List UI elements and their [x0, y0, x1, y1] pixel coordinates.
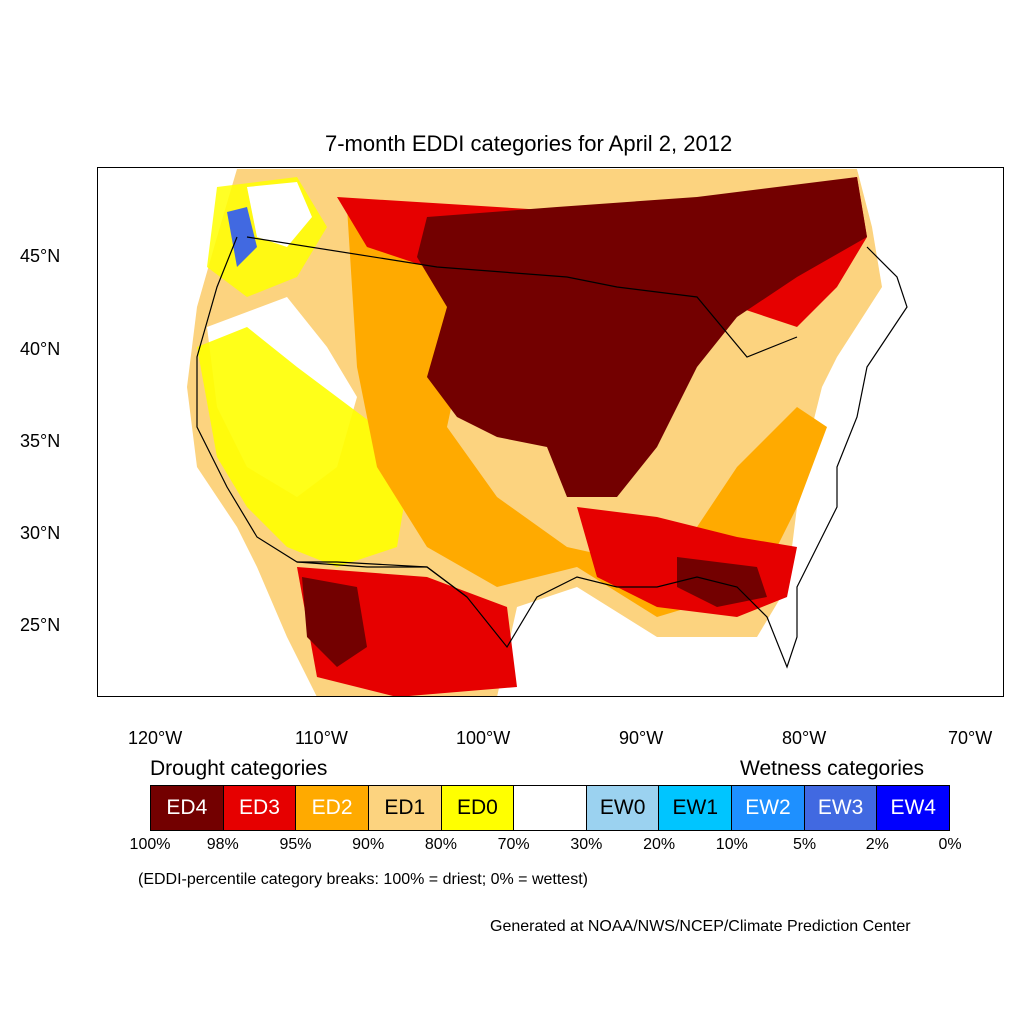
boundaries: [196, 236, 908, 669]
wetness-heading: Wetness categories: [740, 757, 925, 780]
legend-swatch-ew0: EW0: [586, 786, 660, 830]
lon-label-110: 110°W: [295, 728, 348, 748]
legend-swatch-ew1: EW1: [659, 786, 733, 830]
lat-label-40: 40°N: [20, 339, 61, 359]
ocean-east: [787, 169, 1003, 696]
legend-break-label: 20%: [643, 836, 676, 853]
legend-break-label: 2%: [865, 836, 889, 853]
legend-break-label: 80%: [424, 836, 457, 853]
legend-swatch-ew4: EW4: [877, 786, 950, 830]
credit-text: Generated at NOAA/NWS/NCEP/Climate Predi…: [490, 918, 911, 935]
lat-label-25: 25°N: [20, 615, 61, 635]
legend-break-label: 70%: [497, 836, 530, 853]
legend-break-label: 5%: [792, 836, 817, 853]
lon-label-80: 80°W: [782, 728, 827, 748]
legend-break-label: 10%: [715, 836, 748, 853]
legend-swatch-ed3: ED3: [223, 786, 297, 830]
mexico-border: [296, 561, 468, 598]
region-ew-pnw: [227, 207, 257, 267]
legend-swatch-ed0: ED0: [441, 786, 515, 830]
legend-break-label: 98%: [206, 836, 239, 853]
legend-break-label: 30%: [570, 836, 603, 853]
legend-swatch-neutral: [514, 786, 587, 830]
lon-label-100: 100°W: [456, 728, 511, 748]
map-area: [97, 167, 1004, 697]
legend-swatch-ed4: ED4: [151, 786, 224, 830]
legend-swatch-ew2: EW2: [732, 786, 805, 830]
us-outline: [196, 236, 908, 669]
lon-label-70: 70°W: [948, 728, 993, 748]
lon-label-120: 120°W: [128, 728, 183, 748]
canada-border: [246, 236, 798, 358]
region-nw-white: [247, 182, 312, 247]
lat-label-30: 30°N: [20, 523, 61, 543]
region-ed4-mexico: [302, 577, 367, 667]
lon-label-90: 90°W: [619, 728, 664, 748]
legend-swatch-ed1: ED1: [368, 786, 442, 830]
legend-break-label: 100%: [129, 836, 171, 853]
drought-heading: Drought categories: [150, 757, 328, 780]
legend-break-label: 0%: [938, 836, 962, 853]
lat-label-45: 45°N: [20, 246, 61, 266]
legend-swatch-ew3: EW3: [804, 786, 878, 830]
region-ed4-core: [417, 177, 867, 497]
map-title: 7-month EDDI categories for April 2, 201…: [325, 131, 733, 156]
legend-swatch-ed2: ED2: [296, 786, 369, 830]
lat-label-35: 35°N: [20, 431, 61, 451]
region-west-yellow: [197, 327, 407, 567]
legend-colorbar: ED4 ED3 ED2 ED1 ED0 EW0 EW1 EW2 EW3 EW4: [150, 785, 950, 831]
legend-note: (EDDI-percentile category breaks: 100% =…: [138, 871, 588, 888]
legend-break-label: 95%: [279, 836, 312, 853]
legend-break-label: 90%: [352, 836, 385, 853]
